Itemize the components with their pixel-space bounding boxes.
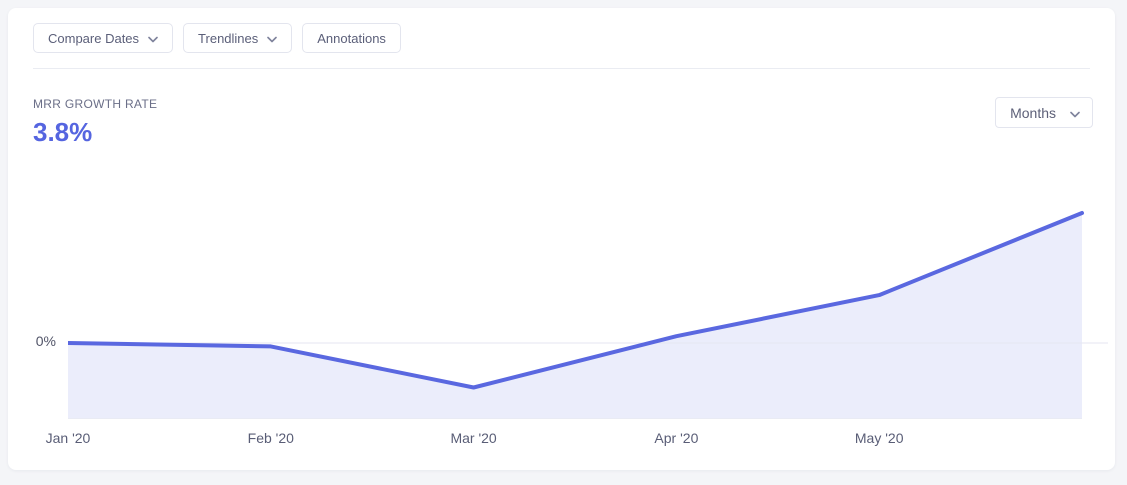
chevron-down-icon: [1070, 105, 1080, 121]
y-axis-zero-label: 0%: [35, 333, 56, 349]
compare-dates-label: Compare Dates: [48, 30, 140, 46]
x-axis-label: Jan '20: [45, 430, 91, 446]
interval-dropdown[interactable]: Months: [995, 97, 1093, 128]
toolbar: Compare Dates Trendlines Annotations: [8, 8, 1115, 53]
annotations-button[interactable]: Annotations: [302, 23, 401, 53]
chart-card: Compare Dates Trendlines Annotations MRR…: [8, 8, 1115, 470]
interval-dropdown-value: Months: [1010, 104, 1056, 121]
area-fill: [68, 213, 1082, 419]
chart-header: MRR GROWTH RATE 3.8% Months: [8, 69, 1115, 148]
x-axis-label: Feb '20: [247, 430, 294, 446]
x-axis-label: Mar '20: [450, 430, 497, 446]
chevron-down-icon: [148, 31, 158, 46]
x-axis-label: Apr '20: [654, 430, 699, 446]
metric-label: MRR GROWTH RATE: [33, 97, 158, 111]
growth-chart-svg: [68, 211, 1108, 419]
metric-summary: MRR GROWTH RATE 3.8%: [33, 97, 157, 148]
x-axis-labels: Jan '20 Feb '20 Mar '20 Apr '20 May '20: [46, 430, 1082, 446]
toolbar-divider: [33, 68, 1090, 69]
chart-area: 0% Jan '20 Feb '20 Mar '20 Apr '20 May '20: [8, 171, 1115, 446]
growth-chart-plot[interactable]: [68, 171, 1115, 419]
compare-dates-button[interactable]: Compare Dates: [33, 23, 174, 53]
annotations-label: Annotations: [317, 30, 386, 46]
metric-value: 3.8%: [33, 117, 93, 147]
growth-line: [68, 211, 1084, 390]
trendlines-label: Trendlines: [198, 30, 259, 46]
trendlines-button[interactable]: Trendlines: [183, 23, 293, 53]
x-axis-label: May '20: [854, 430, 904, 446]
chevron-down-icon: [267, 31, 278, 46]
